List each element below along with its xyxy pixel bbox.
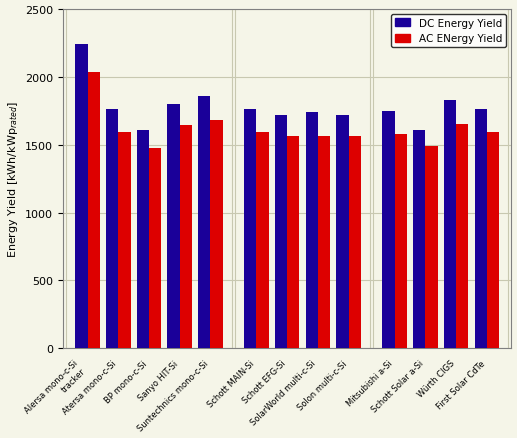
Bar <box>348 136 361 349</box>
Bar <box>456 125 468 349</box>
Bar <box>180 126 192 349</box>
Bar <box>168 105 180 349</box>
Bar <box>337 116 348 349</box>
Bar <box>106 110 118 349</box>
Legend: DC Energy Yield, AC ENergy Yield: DC Energy Yield, AC ENergy Yield <box>390 15 506 48</box>
Bar <box>287 137 299 349</box>
Bar <box>210 121 223 349</box>
Bar <box>318 136 330 349</box>
Bar <box>383 111 394 349</box>
Bar <box>136 130 149 349</box>
Bar <box>75 45 87 349</box>
Bar <box>87 73 100 349</box>
Bar <box>198 96 210 349</box>
Bar <box>425 147 438 349</box>
Bar <box>244 110 256 349</box>
Bar <box>256 133 269 349</box>
Bar <box>475 110 487 349</box>
Bar <box>394 134 407 349</box>
Bar <box>413 130 425 349</box>
Bar <box>275 115 287 349</box>
Bar <box>149 148 161 349</box>
Bar <box>306 113 318 349</box>
Bar <box>487 132 499 349</box>
Bar <box>118 132 130 349</box>
Y-axis label: Energy Yield [kWh/kWp$_{rated}$]: Energy Yield [kWh/kWp$_{rated}$] <box>6 101 20 257</box>
Bar <box>444 100 456 349</box>
